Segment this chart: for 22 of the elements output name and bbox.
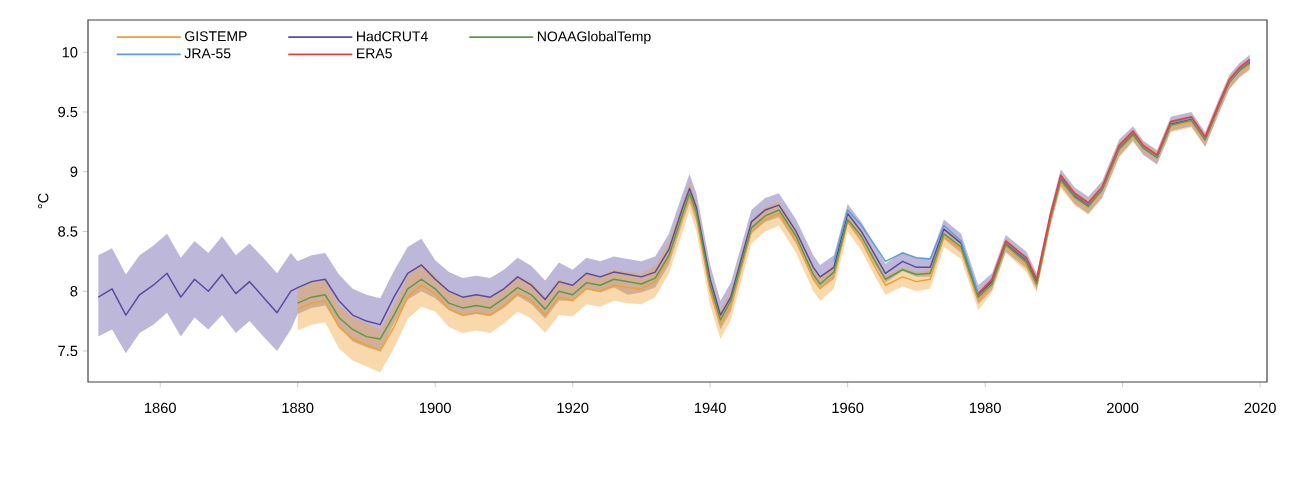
legend-label: HadCRUT4 [357, 31, 428, 42]
y-tick-label: 8 [70, 286, 78, 297]
legend-label: JRA-55 [184, 48, 231, 59]
x-tick-label: 1980 [969, 402, 1001, 414]
y-tick-label: 7.5 [58, 345, 78, 357]
y-axis-title: °C [38, 193, 49, 209]
x-tick-label: 2020 [1244, 402, 1276, 414]
y-tick-label: 9 [70, 166, 78, 177]
x-tick-label: 1960 [832, 402, 864, 414]
y-tick-label: 9.5 [58, 106, 78, 118]
y-tick-label: 10 [62, 47, 78, 58]
legend-label: NOAAGlobalTemp [537, 31, 651, 45]
x-tick-label: 1920 [557, 402, 589, 414]
line-series [977, 58, 1251, 295]
x-tick-label: 2000 [1107, 402, 1139, 414]
x-tick-label: 1880 [282, 402, 314, 414]
x-tick-label: 1860 [144, 402, 176, 414]
legend-label: ERA5 [357, 48, 392, 59]
x-tick-label: 1940 [694, 402, 726, 414]
y-tick-label: 8.5 [58, 226, 78, 237]
legend-label: GISTEMP [185, 31, 247, 42]
x-tick-label: 1900 [419, 402, 451, 414]
